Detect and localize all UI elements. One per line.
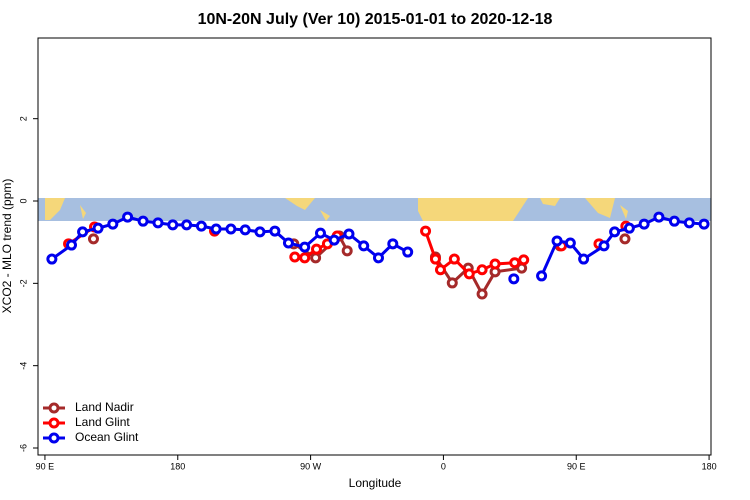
point <box>225 223 237 235</box>
y-tick-label: -4 <box>18 362 28 370</box>
point <box>239 224 251 236</box>
point <box>210 223 222 235</box>
x-tick-label: 180 <box>170 461 185 471</box>
y-tick-label: -2 <box>18 279 28 287</box>
chart-title: 10N-20N July (Ver 10) 2015-01-01 to 2020… <box>198 11 553 28</box>
point <box>429 253 441 265</box>
point <box>402 246 414 258</box>
y-tick-label: 0 <box>18 199 28 204</box>
y-tick-label: -6 <box>18 444 28 452</box>
point <box>536 270 548 282</box>
point <box>434 264 446 276</box>
point <box>66 239 78 251</box>
point <box>299 241 311 253</box>
point <box>310 252 322 264</box>
point <box>372 252 384 264</box>
point <box>387 238 399 250</box>
legend-label: Ocean Glint <box>75 430 139 444</box>
point <box>314 227 326 239</box>
point <box>446 277 458 289</box>
point <box>181 219 193 231</box>
point <box>289 251 301 263</box>
point <box>448 253 460 265</box>
point <box>578 253 590 265</box>
legend-label: Land Glint <box>75 415 130 429</box>
point <box>122 211 134 223</box>
x-tick-label: 90 E <box>567 461 586 471</box>
point <box>152 217 164 229</box>
y-axis-label: XCO2 - MLO trend (ppm) <box>0 179 14 314</box>
legend-swatch <box>48 432 60 444</box>
point <box>463 268 475 280</box>
point <box>87 233 99 245</box>
point <box>518 254 530 266</box>
legend-swatch <box>48 417 60 429</box>
point <box>564 237 576 249</box>
point <box>668 215 680 227</box>
point <box>619 233 631 245</box>
point <box>623 222 635 234</box>
point <box>476 288 488 300</box>
x-tick-label: 0 <box>441 461 446 471</box>
x-tick-label: 180 <box>702 461 717 471</box>
y-tick-label: 2 <box>18 116 28 121</box>
point <box>653 211 665 223</box>
map-strip <box>38 198 711 221</box>
point <box>609 226 621 238</box>
point <box>282 237 294 249</box>
x-tick-label: 90 W <box>300 461 322 471</box>
point <box>299 252 311 264</box>
point <box>92 222 104 234</box>
point <box>269 225 281 237</box>
point <box>358 240 370 252</box>
point <box>254 226 266 238</box>
plot-frame <box>37 37 712 456</box>
legend-swatch <box>48 402 60 414</box>
point <box>420 225 432 237</box>
point <box>508 273 520 285</box>
point <box>341 245 353 257</box>
x-axis-label: Longitude <box>349 476 402 490</box>
point <box>509 257 521 269</box>
point <box>310 243 322 255</box>
x-tick-label: 90 E <box>36 461 55 471</box>
point <box>551 235 563 247</box>
point <box>167 219 179 231</box>
point <box>77 226 89 238</box>
point <box>343 228 355 240</box>
point <box>489 258 501 270</box>
point <box>137 215 149 227</box>
point <box>476 264 488 276</box>
point <box>683 217 695 229</box>
point <box>107 218 119 230</box>
legend-label: Land Nadir <box>75 400 134 414</box>
point <box>638 218 650 230</box>
point <box>195 220 207 232</box>
point <box>698 218 710 230</box>
point <box>328 234 340 246</box>
point <box>598 240 610 252</box>
point <box>46 253 58 265</box>
